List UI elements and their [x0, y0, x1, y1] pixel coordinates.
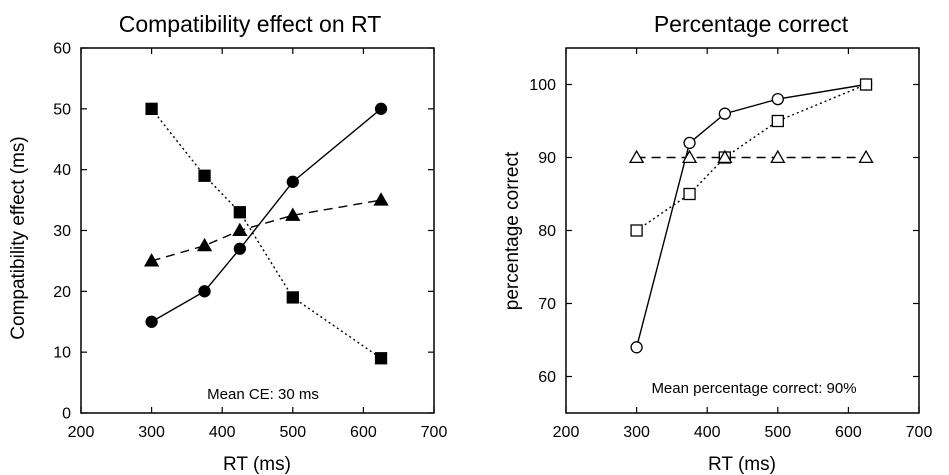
x-tick-label: 500 [764, 424, 791, 441]
x-tick-label: 500 [279, 424, 306, 441]
y-tick-label: 10 [53, 345, 71, 362]
x-tick-label: 200 [553, 424, 580, 441]
data-point-circle [719, 108, 730, 119]
x-tick-label: 700 [906, 424, 933, 441]
data-point-triangle [198, 239, 211, 250]
data-point-square [861, 79, 872, 90]
series-line-0 [152, 109, 381, 322]
x-tick-label: 200 [68, 424, 95, 441]
x-tick-label: 600 [835, 424, 862, 441]
data-point-square [287, 292, 298, 303]
chart-title: Compatibility effect on RT [119, 11, 382, 37]
series-line-2 [152, 200, 381, 261]
chart-panel-compatibility-effect: Compatibility effect on RT 200 300 400 500 6… [8, 11, 447, 475]
data-point-square [234, 207, 245, 218]
chart-panel-percentage-correct: Percentage correct 200 300 400 500 600 700 60 7… [502, 11, 932, 475]
y-tick-label: 20 [53, 284, 71, 301]
y-tick-label: 0 [62, 406, 71, 423]
series-lines [637, 85, 866, 348]
y-axis-label: percentage correct [502, 151, 523, 310]
mean-annotation: Mean CE: 30 ms [207, 386, 319, 403]
data-point-circle [631, 342, 642, 353]
data-point-circle [234, 243, 245, 254]
series-line-0 [637, 85, 866, 348]
x-tick-label: 600 [350, 424, 377, 441]
data-point-triangle [860, 151, 873, 162]
y-tick-label: 90 [538, 150, 556, 167]
series-line-1 [152, 109, 381, 358]
y-tick-label: 100 [529, 77, 556, 94]
y-tick-label: 40 [53, 162, 71, 179]
mean-annotation: Mean percentage correct: 90% [651, 380, 856, 397]
data-point-triangle [630, 151, 643, 162]
data-point-triangle [771, 151, 784, 162]
x-axis-label: RT (ms) [708, 454, 776, 475]
x-tick-label: 400 [209, 424, 236, 441]
data-point-square [684, 189, 695, 200]
axis-ticks: 200 300 400 500 600 700 0 10 20 30 40 50 60 [53, 41, 447, 442]
data-point-circle [376, 103, 387, 114]
y-tick-label: 60 [538, 369, 556, 386]
y-tick-label: 60 [53, 41, 71, 58]
data-point-circle [199, 286, 210, 297]
series-markers [630, 79, 872, 353]
data-point-circle [684, 137, 695, 148]
series-markers [145, 103, 387, 363]
data-point-circle [146, 316, 157, 327]
data-point-square [146, 103, 157, 114]
data-point-square [376, 353, 387, 364]
data-point-triangle [375, 194, 388, 205]
x-tick-label: 300 [623, 424, 650, 441]
x-tick-label: 300 [138, 424, 165, 441]
data-point-square [631, 225, 642, 236]
series-lines [152, 109, 381, 358]
data-point-circle [287, 176, 298, 187]
data-point-square [199, 170, 210, 181]
y-tick-label: 80 [538, 223, 556, 240]
x-tick-label: 700 [421, 424, 448, 441]
chart-title: Percentage correct [654, 11, 849, 37]
x-axis-label: RT (ms) [223, 454, 291, 475]
data-point-square [772, 116, 783, 127]
data-point-triangle [683, 151, 696, 162]
y-axis-label: Compatibility effect (ms) [8, 136, 29, 339]
x-tick-label: 400 [694, 424, 721, 441]
y-tick-label: 70 [538, 296, 556, 313]
data-point-circle [772, 94, 783, 105]
plot-frame [566, 48, 919, 413]
y-tick-label: 50 [53, 101, 71, 118]
y-tick-label: 30 [53, 223, 71, 240]
